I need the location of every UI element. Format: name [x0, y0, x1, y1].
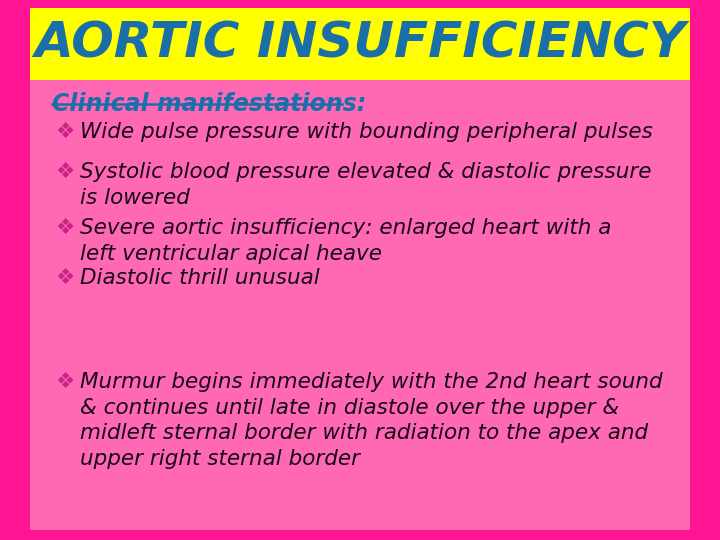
Text: ❖: ❖ — [55, 372, 74, 392]
Text: Diastolic thrill unusual: Diastolic thrill unusual — [80, 268, 320, 288]
Text: AORTIC INSUFFICIENCY: AORTIC INSUFFICIENCY — [35, 19, 685, 67]
Text: ❖: ❖ — [55, 162, 74, 182]
Text: ❖: ❖ — [55, 218, 74, 238]
Text: Severe aortic insufficiency: enlarged heart with a
left ventricular apical heave: Severe aortic insufficiency: enlarged he… — [80, 218, 611, 264]
FancyBboxPatch shape — [30, 80, 690, 530]
FancyBboxPatch shape — [30, 8, 690, 80]
Text: Wide pulse pressure with bounding peripheral pulses: Wide pulse pressure with bounding periph… — [80, 122, 653, 142]
Text: ❖: ❖ — [55, 268, 74, 288]
Text: Murmur begins immediately with the 2nd heart sound
& continues until late in dia: Murmur begins immediately with the 2nd h… — [80, 372, 662, 469]
Text: ❖: ❖ — [55, 122, 74, 142]
Text: Systolic blood pressure elevated & diastolic pressure
is lowered: Systolic blood pressure elevated & diast… — [80, 162, 652, 207]
Text: Clinical manifestations:: Clinical manifestations: — [52, 92, 366, 116]
